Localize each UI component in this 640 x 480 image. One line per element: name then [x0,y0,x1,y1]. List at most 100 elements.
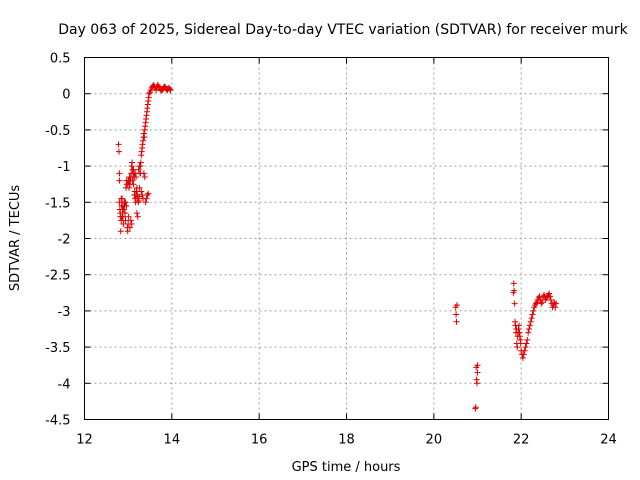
data-point [142,199,149,206]
data-point [519,354,526,361]
data-point [514,344,521,351]
y-tick-label: -1 [58,160,71,175]
data-point [117,228,124,235]
data-point [126,224,133,231]
data-point [128,221,135,228]
data-point [525,329,532,336]
chart-title: Day 063 of 2025, Sidereal Day-to-day VTE… [58,22,628,38]
data-point [118,195,125,202]
data-point [123,202,130,209]
data-point [511,300,518,307]
data-point [522,344,529,351]
data-point [552,304,559,311]
data-point [511,287,518,294]
y-tick-label: -2.5 [45,269,70,284]
data-point [124,228,131,235]
data-point [453,311,460,318]
data-point [546,293,553,300]
y-tick-label: -3 [58,305,71,320]
data-point [524,336,531,343]
axis-ticks: 12 14 16 18 20 22 24 -4.5 -4 -3.5 -3 -2.5 -2 -1.5 -1 -0… [45,52,617,448]
y-axis-label: SDTVAR / TECUs [8,185,23,292]
x-axis-label: GPS time / hours [292,460,401,475]
data-point [530,307,537,314]
data-point [453,318,460,325]
data-point [115,148,122,155]
data-point [515,322,522,329]
data-point [127,217,134,224]
data-point [510,280,517,287]
data-point [533,300,540,307]
x-tick-label: 16 [251,433,268,448]
data-point [474,369,481,376]
data-point [474,380,481,387]
x-tick-label: 24 [600,433,617,448]
y-tick-label: -2 [58,233,71,248]
data-point [126,184,133,191]
data-point [553,300,560,307]
data-point [141,134,148,141]
x-tick-label: 14 [164,433,181,448]
x-tick-label: 22 [513,433,530,448]
data-point [136,163,143,170]
data-point [153,87,160,94]
data-point [138,188,145,195]
data-point [517,340,524,347]
y-tick-label: 0 [62,88,70,103]
y-tick-label: -4.5 [45,414,70,429]
data-point [133,173,140,180]
data-point [141,173,148,180]
data-point [472,404,479,411]
data-point [116,199,123,206]
y-tick-label: 0.5 [50,52,71,67]
data-point [167,87,174,94]
data-point [520,351,527,358]
data-point [122,217,129,224]
data-point [136,184,143,191]
y-tick-label: -3.5 [45,341,70,356]
data-point [129,177,136,184]
data-point [523,340,530,347]
data-point [538,300,545,307]
y-tick-label: -0.5 [45,124,70,139]
data-point [145,190,152,197]
data-point [129,159,136,166]
data-point [139,192,146,199]
data-point [536,293,543,300]
data-point [526,322,533,329]
y-tick-label: -1.5 [45,196,70,211]
data-point [134,213,141,220]
data-point [132,170,139,177]
data-point [528,315,535,322]
data-point [125,213,132,220]
data-point [115,141,122,148]
x-tick-label: 18 [338,433,355,448]
x-tick-label: 12 [76,433,93,448]
data-point [527,318,534,325]
data-point [116,177,123,184]
data-point [119,213,126,220]
y-tick-label: -4 [58,377,71,392]
data-point [453,302,460,309]
data-point [526,326,533,332]
data-point [121,199,128,206]
grid [84,57,609,420]
data-point [146,90,153,97]
data-point [539,299,546,306]
data-point [135,166,142,173]
data-point [117,210,124,217]
data-point [137,159,144,166]
data-point [143,195,150,202]
data-point [116,170,123,177]
data-point [521,347,528,354]
data-point [474,362,481,369]
data-point [547,297,554,304]
data-point [136,193,143,200]
data-points [115,82,560,412]
data-point [124,181,131,188]
data-point [144,192,151,199]
data-point [546,290,553,297]
data-point [140,170,147,177]
data-point [130,181,137,188]
